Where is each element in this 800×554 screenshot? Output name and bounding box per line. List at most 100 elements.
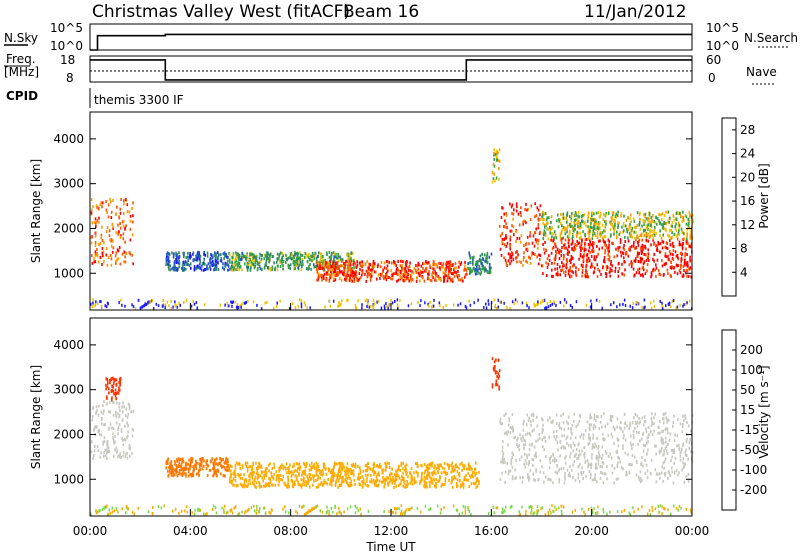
scatter-mark <box>116 401 118 405</box>
scatter-mark <box>449 260 451 264</box>
scatter-mark <box>492 177 495 181</box>
scatter-mark <box>181 458 183 462</box>
noise-mark <box>99 508 101 512</box>
scatter-mark <box>222 458 224 461</box>
noise-mark <box>139 306 142 310</box>
noise-mark <box>368 305 371 309</box>
beam-label: Beam 16 <box>343 2 419 22</box>
scatter-mark <box>372 263 374 267</box>
scatter-mark <box>189 467 191 471</box>
scatter-mark <box>497 167 500 171</box>
noise-mark <box>343 510 345 514</box>
scatter-mark <box>438 479 440 483</box>
noise-mark <box>680 506 682 510</box>
noise-mark <box>623 508 626 512</box>
scatter-mark <box>573 245 576 249</box>
scatter-mark <box>369 263 371 267</box>
scatter-mark <box>581 449 583 453</box>
scatter-mark <box>261 476 263 480</box>
scatter-mark <box>315 479 317 482</box>
scatter-mark <box>228 253 231 257</box>
scatter-mark <box>187 470 190 474</box>
scatter-mark <box>327 265 330 269</box>
scatter-mark <box>183 263 186 266</box>
scatter-mark <box>677 256 679 260</box>
scatter-mark <box>592 271 595 275</box>
scatter-mark <box>499 234 502 238</box>
scatter-mark <box>374 479 377 483</box>
scatter-mark <box>227 268 229 272</box>
scatter-mark <box>379 465 381 469</box>
scatter-mark <box>110 216 113 219</box>
scatter-mark <box>332 279 335 282</box>
scatter-mark <box>319 482 322 486</box>
scatter-mark <box>478 480 480 484</box>
scatter-mark <box>252 463 254 467</box>
scatter-mark <box>442 483 444 487</box>
scatter-mark <box>681 252 683 256</box>
noise-mark <box>115 506 117 510</box>
scatter-mark <box>572 228 575 232</box>
scatter-mark <box>634 413 637 416</box>
scatter-mark <box>574 224 576 227</box>
scatter-mark <box>216 469 219 473</box>
scatter-mark <box>396 473 398 477</box>
scatter-mark <box>224 264 226 268</box>
noise-mark <box>553 300 556 304</box>
scatter-mark <box>473 471 476 475</box>
scatter-mark <box>569 268 571 272</box>
noise-mark <box>675 306 677 310</box>
scatter-mark <box>661 218 663 222</box>
scatter-mark <box>302 480 305 484</box>
scatter-mark <box>454 476 457 480</box>
scatter-mark <box>276 268 279 272</box>
scatter-mark <box>349 467 352 471</box>
noise-mark <box>641 306 643 310</box>
scatter-mark <box>512 225 515 229</box>
scatter-mark <box>637 235 639 239</box>
noise-mark <box>635 300 637 304</box>
noise-mark <box>518 513 521 516</box>
scatter-mark <box>301 254 304 257</box>
scatter-mark <box>286 258 289 262</box>
scatter-mark <box>352 463 355 466</box>
noise-mark <box>241 510 243 514</box>
scatter-mark <box>275 475 278 478</box>
scatter-mark <box>474 263 477 267</box>
scatter-mark <box>211 253 213 257</box>
scatter-mark <box>618 426 621 430</box>
scatter-mark <box>370 274 373 278</box>
scatter-mark <box>359 276 362 280</box>
scatter-mark <box>322 258 325 262</box>
noise-mark <box>424 301 426 305</box>
noise-mark <box>464 304 467 308</box>
scatter-mark <box>210 261 212 265</box>
scatter-mark <box>308 468 311 472</box>
noise-mark <box>549 508 551 512</box>
scatter-mark <box>545 455 547 459</box>
scatter-mark <box>583 213 586 217</box>
scatter-mark <box>199 465 201 468</box>
scatter-mark <box>633 240 635 244</box>
scatter-mark <box>129 227 132 231</box>
scatter-mark <box>227 468 230 472</box>
scatter-mark <box>428 270 430 274</box>
scatter-mark <box>349 477 351 480</box>
noise-mark <box>497 298 499 302</box>
noise-mark <box>162 299 164 302</box>
noise-mark <box>601 306 603 310</box>
scatter-mark <box>684 254 686 258</box>
noise-mark <box>199 508 202 512</box>
scatter-mark <box>256 468 259 472</box>
scatter-mark <box>672 421 675 425</box>
scatter-mark <box>108 410 110 413</box>
scatter-mark <box>236 267 239 271</box>
scatter-mark <box>459 278 462 282</box>
noise-mark <box>292 302 294 306</box>
scatter-mark <box>560 467 563 471</box>
scatter-mark <box>339 474 342 478</box>
scatter-mark <box>345 259 347 263</box>
scatter-mark <box>178 259 180 263</box>
scatter-mark <box>106 440 108 444</box>
noise-mark <box>659 299 661 303</box>
